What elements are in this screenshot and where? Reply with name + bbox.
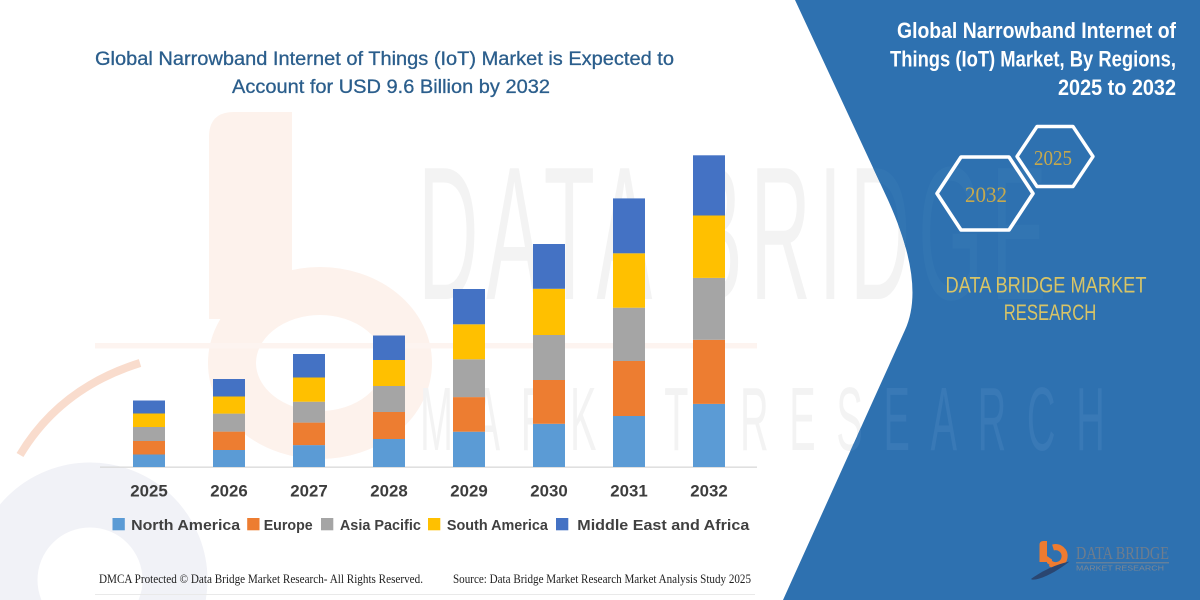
svg-text:2025: 2025 <box>130 482 168 501</box>
svg-text:2027: 2027 <box>290 482 328 501</box>
svg-text:2032: 2032 <box>690 482 728 501</box>
svg-text:2025: 2025 <box>1034 146 1072 170</box>
svg-text:2025 to 2032: 2025 to 2032 <box>1058 75 1176 100</box>
svg-text:2029: 2029 <box>450 482 488 501</box>
svg-text:2028: 2028 <box>370 482 408 501</box>
svg-text:DATA BRIDGE MARKET: DATA BRIDGE MARKET <box>946 273 1147 298</box>
svg-text:DMCA Protected © Data Bridge M: DMCA Protected © Data Bridge Market Rese… <box>99 571 423 586</box>
svg-text:Asia Pacific: Asia Pacific <box>340 517 421 534</box>
svg-text:Middle East and Africa: Middle East and Africa <box>577 517 750 534</box>
svg-text:RESEARCH: RESEARCH <box>1004 300 1097 325</box>
svg-text:Account for USD 9.6 Billion by: Account for USD 9.6 Billion by 2032 <box>232 76 550 98</box>
svg-text:2031: 2031 <box>610 482 648 501</box>
svg-text:Global Narrowband Internet of: Global Narrowband Internet of Things (Io… <box>95 48 674 70</box>
svg-text:DATA BRIDGE: DATA BRIDGE <box>1076 543 1169 563</box>
svg-text:Europe: Europe <box>264 517 313 534</box>
svg-text:Things (IoT) Market, By Region: Things (IoT) Market, By Regions, <box>890 47 1176 72</box>
svg-text:North America: North America <box>131 517 241 534</box>
svg-text:2030: 2030 <box>530 482 568 501</box>
svg-text:South America: South America <box>447 517 549 534</box>
svg-text:Source: Data Bridge Market Res: Source: Data Bridge Market Research Mark… <box>453 571 751 586</box>
svg-text:MARKET RESEARCH: MARKET RESEARCH <box>1076 564 1164 573</box>
svg-text:2032: 2032 <box>965 182 1007 207</box>
svg-text:2026: 2026 <box>210 482 248 501</box>
svg-text:Global Narrowband Internet of: Global Narrowband Internet of <box>897 18 1177 43</box>
